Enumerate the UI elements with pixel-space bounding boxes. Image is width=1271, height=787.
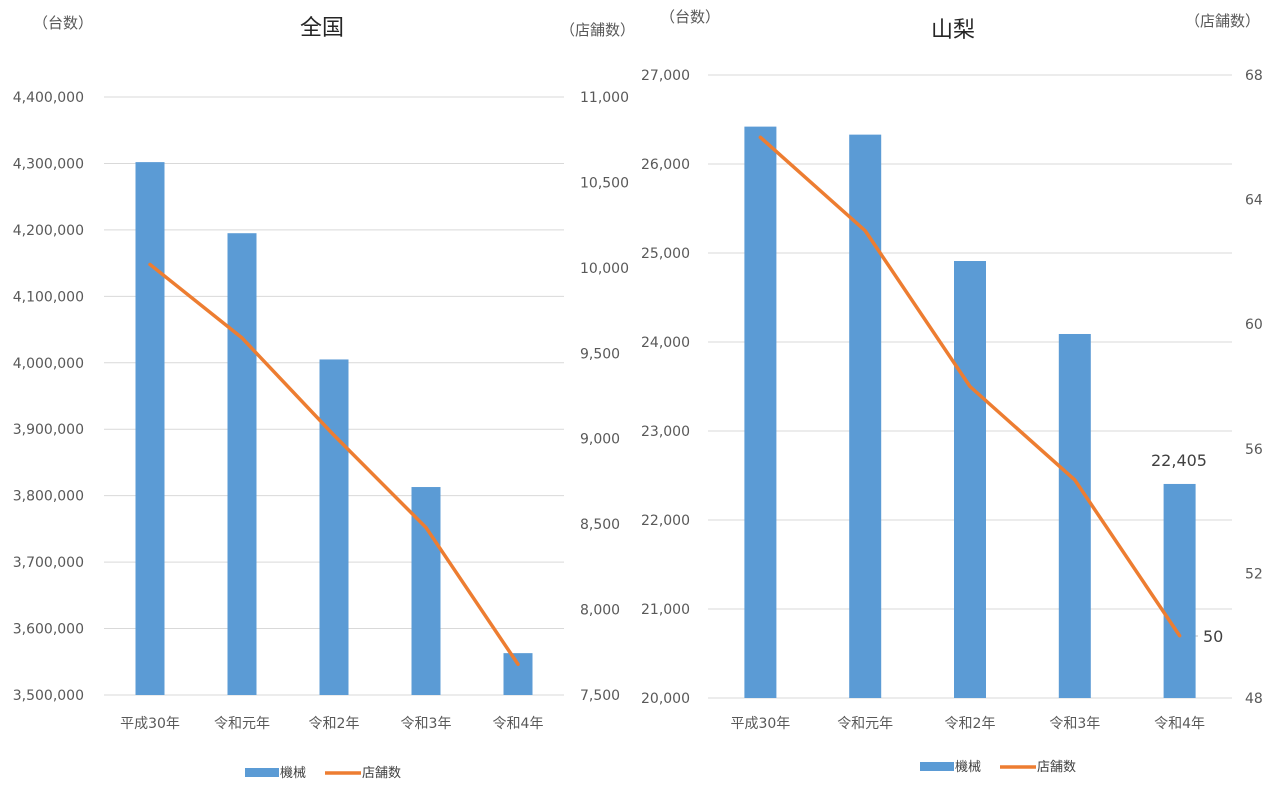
right-axis-tick-label: 11,000 <box>580 90 629 106</box>
line-point <box>148 262 152 266</box>
x-axis-category-label: 令和3年 <box>1049 716 1100 732</box>
bar <box>954 261 986 698</box>
right-axis-tick-label: 9,500 <box>580 346 620 362</box>
bar <box>744 126 777 699</box>
left-axis-tick-label: 3,600,000 <box>13 622 84 638</box>
x-axis-category-label: 令和2年 <box>309 716 360 732</box>
x-axis-category-label: 令和2年 <box>945 716 996 732</box>
chart-title-2: 山梨 <box>931 18 975 43</box>
left-axis-unit-label-1: （台数） <box>33 14 93 32</box>
right-axis-unit-label-2: （店舗数） <box>1185 12 1260 30</box>
left-axis-tick-label: 4,300,000 <box>13 156 84 172</box>
left-axis-tick-label: 22,000 <box>641 513 690 529</box>
right-axis-tick-label: 68 <box>1245 68 1263 84</box>
line-point <box>758 135 762 139</box>
left-axis-tick-label: 24,000 <box>641 335 690 351</box>
left-axis-tick-label: 3,500,000 <box>13 688 84 704</box>
chart-title-1: 全国 <box>300 16 344 41</box>
left-axis-tick-label: 26,000 <box>641 157 690 173</box>
line-point <box>240 336 244 340</box>
left-axis-tick-label: 4,100,000 <box>13 289 84 305</box>
x-axis-category-label: 令和元年 <box>837 716 893 732</box>
right-axis-tick-label: 60 <box>1245 317 1263 333</box>
left-axis-tick-label: 3,800,000 <box>13 489 84 505</box>
right-axis-tick-label: 10,000 <box>580 261 629 277</box>
line-point <box>1178 634 1182 638</box>
line-point <box>516 662 520 666</box>
left-axis-tick-label: 4,400,000 <box>13 90 84 106</box>
right-axis-tick-label: 9,000 <box>580 432 620 448</box>
legend-swatch-bar <box>245 768 279 777</box>
right-axis-tick-label: 52 <box>1245 566 1263 582</box>
bar <box>1163 483 1196 698</box>
left-axis-tick-label: 4,000,000 <box>13 356 84 372</box>
x-axis-category-label: 令和4年 <box>493 716 544 732</box>
right-axis-tick-label: 8,500 <box>580 517 620 533</box>
left-axis-tick-label: 25,000 <box>641 246 690 262</box>
legend-label-line: 店舗数 <box>362 766 401 781</box>
bar <box>227 233 257 695</box>
left-axis-tick-label: 20,000 <box>641 691 690 707</box>
left-axis-tick-label: 27,000 <box>641 68 690 84</box>
right-axis-tick-label: 48 <box>1245 691 1263 707</box>
legend-label-line: 店舗数 <box>1037 760 1076 775</box>
bar <box>135 162 165 696</box>
line-data-label-reiwa4: 50 <box>1203 627 1223 646</box>
left-axis-tick-label: 3,700,000 <box>13 555 84 571</box>
line-point <box>424 526 428 530</box>
left-axis-unit-label-2: （台数） <box>660 8 720 26</box>
line-point <box>968 385 972 388</box>
right-axis-tick-label: 56 <box>1245 442 1263 458</box>
bar <box>503 653 533 695</box>
left-axis-tick-label: 23,000 <box>641 424 690 440</box>
line-point <box>863 229 867 233</box>
x-axis-category-label: 令和元年 <box>214 716 270 732</box>
bar <box>319 359 349 695</box>
x-axis-category-label: 令和4年 <box>1154 716 1205 732</box>
bar <box>1058 333 1091 698</box>
bar-data-label-reiwa4: 22,405 <box>1151 451 1207 470</box>
left-axis-tick-label: 4,200,000 <box>13 223 84 239</box>
left-axis-tick-label: 21,000 <box>641 602 690 618</box>
x-axis-category-label: 平成30年 <box>120 716 180 732</box>
right-axis-tick-label: 7,500 <box>580 688 620 704</box>
line-point <box>1073 478 1077 482</box>
right-axis-tick-label: 64 <box>1245 193 1263 209</box>
bar <box>411 487 441 695</box>
x-axis-category-label: 平成30年 <box>730 716 790 732</box>
right-axis-unit-label-1: （店舗数） <box>560 21 635 39</box>
legend-label-bar: 機械 <box>280 766 306 781</box>
legend-label-bar: 機械 <box>955 760 981 775</box>
x-axis-category-label: 令和3年 <box>401 716 452 732</box>
left-axis-tick-label: 3,900,000 <box>13 422 84 438</box>
legend-swatch-bar <box>920 762 954 771</box>
line-point <box>332 433 336 437</box>
right-axis-tick-label: 10,500 <box>580 175 629 191</box>
right-axis-tick-label: 8,000 <box>580 603 620 619</box>
